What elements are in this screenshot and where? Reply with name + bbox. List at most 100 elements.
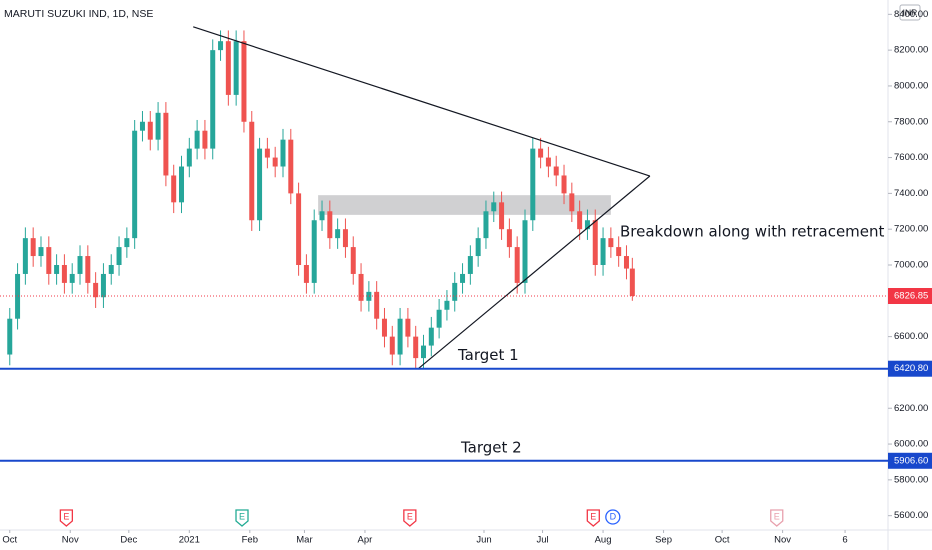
price-badge-label: 5906.60	[894, 455, 928, 466]
candle-body	[460, 273, 466, 283]
event-icon	[59, 509, 74, 527]
price-badge-label: 6826.85	[894, 291, 928, 302]
x-tick-label: Oct	[2, 535, 17, 546]
price-badge	[888, 288, 932, 305]
candle-body	[629, 268, 635, 297]
candle-body	[272, 157, 278, 167]
resistance-zone	[318, 195, 611, 215]
candle-body	[538, 148, 544, 158]
y-tick-label: 7800.00	[894, 116, 928, 127]
candle-body	[483, 211, 489, 239]
candle-body	[210, 50, 216, 149]
candle-body	[163, 112, 169, 176]
candle-body	[139, 121, 145, 131]
currency: INR	[903, 7, 918, 17]
x-tick-label: Aug	[595, 535, 612, 546]
candle-body	[600, 238, 606, 265]
candle-body	[366, 291, 372, 301]
candle-body	[155, 112, 161, 140]
chart-title: MARUTI SUZUKI IND, 1D, NSE	[4, 8, 153, 20]
candle-body	[257, 148, 263, 221]
candle-body	[186, 148, 192, 167]
candle-body	[85, 256, 91, 283]
candle-body	[15, 273, 21, 319]
candle-body	[132, 130, 138, 239]
candle-body	[264, 148, 270, 158]
candle-body	[506, 229, 512, 248]
candle-body	[319, 211, 325, 221]
candle-body	[147, 121, 153, 140]
candle-body	[116, 247, 122, 265]
candle-body	[61, 265, 67, 283]
event-label: E	[63, 511, 69, 521]
candle-body	[452, 282, 458, 301]
candle-body	[241, 41, 247, 122]
event-icon	[770, 509, 784, 527]
event-label: E	[774, 511, 780, 521]
event-icon	[605, 509, 621, 525]
candle-body	[405, 318, 411, 337]
candle-body	[428, 327, 434, 346]
trendline	[193, 26, 651, 177]
x-tick-label: Feb	[242, 535, 258, 546]
target-label: Target 2	[460, 438, 522, 456]
candle-body	[335, 229, 341, 239]
x-tick-label: 6	[842, 535, 847, 546]
candle-body	[491, 202, 497, 212]
candle-body	[584, 220, 590, 230]
y-tick-label: 7400.00	[894, 188, 928, 199]
candle-body	[233, 41, 239, 95]
candle-body	[444, 300, 450, 310]
candle-body	[100, 273, 106, 298]
candle-body	[22, 238, 28, 274]
candle-body	[413, 336, 419, 359]
candle-body	[311, 220, 317, 283]
target-label: Target 1	[457, 346, 519, 364]
candle-body	[108, 265, 114, 274]
y-tick-label: 8200.00	[894, 45, 928, 56]
x-tick-label: Sep	[655, 535, 672, 546]
y-tick-label: 7600.00	[894, 152, 928, 163]
candle-body	[530, 148, 536, 221]
candle-body	[179, 166, 185, 203]
candle-body	[54, 265, 60, 274]
candle-body	[296, 193, 302, 265]
candle-body	[303, 265, 309, 283]
candle-body	[381, 318, 387, 337]
trendline	[417, 175, 651, 370]
annotation: Breakdown along with retracement	[620, 223, 885, 241]
candle-body	[561, 175, 567, 194]
candle-body	[218, 41, 224, 51]
event-label: E	[239, 511, 245, 521]
event-label: E	[407, 511, 413, 521]
candle-body	[436, 309, 442, 328]
candle-body	[342, 229, 348, 248]
price-badge	[888, 360, 932, 377]
candle-body	[202, 130, 208, 149]
y-tick-label: 7200.00	[894, 224, 928, 235]
x-tick-label: Apr	[358, 535, 373, 546]
candle-body	[280, 139, 286, 167]
candle-body	[467, 256, 473, 274]
candle-body	[38, 247, 44, 257]
y-tick-label: 6600.00	[894, 331, 928, 342]
candle-body	[171, 175, 177, 203]
y-tick-label: 8400.00	[894, 9, 928, 20]
event-label: E	[590, 511, 596, 521]
candle-body	[69, 273, 75, 283]
plot-area	[7, 26, 651, 370]
candle-body	[374, 291, 380, 319]
x-tick-label: Jun	[476, 535, 491, 546]
event-icon	[235, 509, 249, 527]
candle-body	[389, 336, 395, 355]
event-icon	[586, 509, 600, 527]
event-label: D	[610, 511, 617, 521]
candle-body	[124, 238, 130, 248]
candle-body	[7, 318, 13, 355]
candle-body	[421, 345, 427, 359]
candle-body	[225, 41, 231, 95]
x-tick-label: Mar	[296, 535, 312, 546]
y-tick-label: 5600.00	[894, 510, 928, 521]
